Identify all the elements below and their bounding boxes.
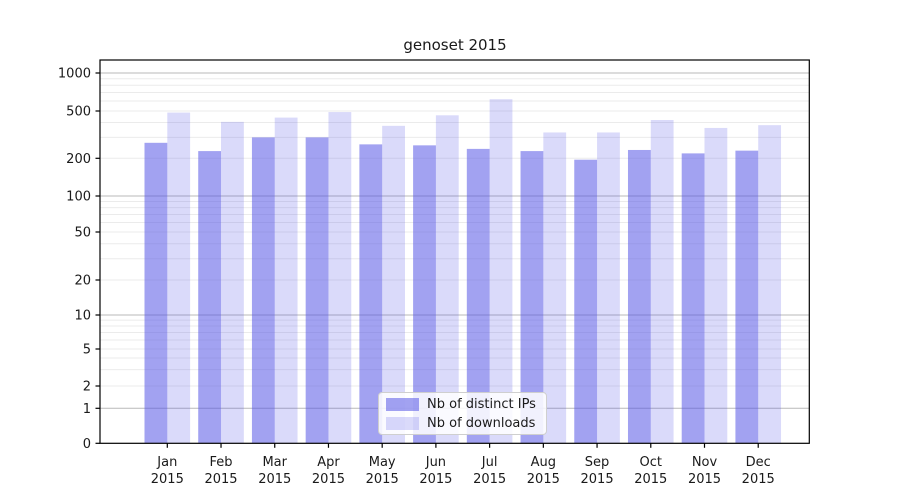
x-tick-label-month: Mar	[262, 455, 287, 470]
x-tick-label-month: Feb	[210, 455, 233, 470]
x-tick-label-month: Sep	[585, 455, 610, 470]
bar-downloads-jun	[435, 115, 459, 444]
bar-ips-mar	[251, 137, 275, 444]
legend-row-distinct-ips: Nb of distinct IPs	[386, 397, 546, 412]
bar-downloads-sep	[597, 132, 620, 444]
bar-ips-apr	[305, 137, 329, 444]
legend-label-distinct-ips: Nb of distinct IPs	[427, 396, 536, 412]
y-tick-label: 200	[66, 152, 91, 167]
bar-downloads-may	[382, 125, 405, 444]
legend-swatch-distinct-ips	[386, 397, 419, 411]
axes-spines	[99, 59, 810, 444]
x-tick-label-month: Jan	[156, 455, 177, 470]
y-tick-label: 10	[74, 309, 91, 324]
x-tick-label-month: Apr	[317, 455, 340, 470]
x-tick-label-year: 2015	[634, 472, 667, 487]
x-tick-label-year: 2015	[742, 472, 775, 487]
x-tick-label-month: Dec	[746, 455, 771, 470]
legend-swatch-downloads	[386, 416, 419, 430]
bar-downloads-oct	[650, 120, 674, 444]
x-tick-label-month: May	[369, 455, 396, 470]
x-tick-label-year: 2015	[312, 472, 345, 487]
bar-ips-may	[359, 144, 383, 444]
legend-label-downloads: Nb of downloads	[427, 415, 536, 431]
y-tick-label: 2	[83, 380, 91, 395]
bar-downloads-feb	[221, 121, 244, 444]
x-tick-label-month: Aug	[531, 455, 556, 470]
legend-row-downloads: Nb of downloads	[386, 416, 546, 431]
y-tick-label: 1	[83, 402, 91, 417]
bar-downloads-nov	[704, 127, 728, 444]
bar-downloads-aug	[543, 132, 567, 444]
bar-downloads-mar	[274, 117, 298, 444]
bar-ips-dec	[735, 150, 759, 444]
bar-ips-aug	[520, 151, 544, 444]
y-tick-label: 1000	[58, 67, 91, 82]
x-tick-label-month: Jun	[425, 455, 446, 470]
bar-ips-nov	[681, 153, 705, 444]
y-tick-label: 5	[83, 343, 91, 358]
bar-downloads-jan	[167, 112, 191, 444]
y-tick-label: 50	[74, 226, 91, 241]
x-tick-label-month: Oct	[640, 455, 662, 470]
x-tick-label-year: 2015	[151, 472, 184, 487]
x-tick-label-year: 2015	[473, 472, 506, 487]
bar-ips-jul	[466, 148, 490, 444]
x-tick-label-month: Jul	[481, 455, 498, 470]
bar-downloads-dec	[758, 125, 782, 444]
bar-downloads-jul	[489, 99, 513, 444]
chart-legend: Nb of distinct IPs Nb of downloads	[378, 392, 547, 435]
x-tick-label-year: 2015	[366, 472, 399, 487]
bar-ips-jun	[413, 145, 436, 444]
bar-ips-sep	[574, 159, 598, 444]
bar-ips-feb	[198, 151, 222, 444]
chart-title: genoset 2015	[403, 36, 507, 54]
x-tick-label-year: 2015	[204, 472, 237, 487]
x-tick-label-year: 2015	[258, 472, 291, 487]
x-tick-label-year: 2015	[581, 472, 614, 487]
y-tick-label: 100	[66, 190, 91, 205]
y-tick-label: 20	[74, 274, 91, 289]
x-tick-label-year: 2015	[527, 472, 560, 487]
y-tick-label: 0	[83, 437, 91, 452]
bar-ips-jan	[144, 142, 168, 444]
bar-ips-oct	[627, 149, 651, 444]
y-tick-label: 500	[66, 105, 91, 120]
x-tick-label-year: 2015	[688, 472, 721, 487]
bar-downloads-apr	[328, 112, 352, 444]
x-tick-label-year: 2015	[419, 472, 452, 487]
x-tick-label-month: Nov	[692, 455, 718, 470]
